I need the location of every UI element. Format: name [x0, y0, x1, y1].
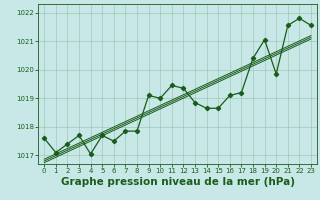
X-axis label: Graphe pression niveau de la mer (hPa): Graphe pression niveau de la mer (hPa)	[60, 177, 295, 187]
